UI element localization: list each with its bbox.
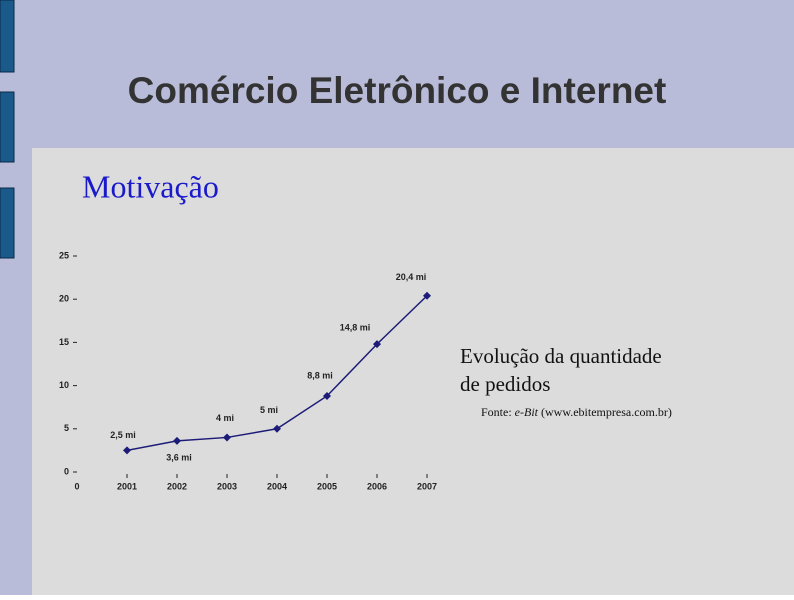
data-label: 2,5 mi [110,430,136,440]
side-bar [0,187,15,259]
x-tick-label: 2006 [367,481,387,491]
slide-title: Comércio Eletrônico e Internet [128,70,667,111]
y-tick-label: 15 [59,337,69,347]
y-tick-label: 10 [59,380,69,390]
source-text: (www.ebitempresa.com.br) [538,405,672,419]
point [373,340,381,349]
point [223,433,231,442]
y-tick-label: 5 [64,423,69,433]
side-bar [0,0,15,73]
content-area [32,148,794,595]
x-tick-label: 2004 [267,481,287,491]
x-tick-label: 2001 [117,481,137,491]
x-tick-label: 2005 [317,481,337,491]
point [423,291,431,300]
y-tick-label: 0 [64,466,69,476]
point [323,391,331,400]
data-label: 20,4 mi [396,272,427,282]
point [173,436,181,445]
subtitle: Motivação [82,168,219,204]
y-tick-label: 25 [59,250,69,260]
x-tick-label: 2002 [167,481,187,491]
point [273,424,281,433]
caption: de pedidos [460,372,550,396]
x-tick-label: 0 [74,481,79,491]
point [123,446,131,455]
x-tick-label: 2003 [217,481,237,491]
data-label: 14,8 mi [340,323,371,333]
side-bar [0,91,15,163]
source: Fonte: e-Bit (www.ebitempresa.com.br) [481,405,672,419]
data-label: 3,6 mi [166,452,192,462]
data-label: 8,8 mi [307,370,333,380]
caption: Evolução da quantidade [460,344,662,368]
data-label: 4 mi [216,413,234,423]
source-text: e-Bit [515,405,539,419]
chart: 0 5 10 15 20 25 0 2001 2002 2003 2004 2005 2006 2007 2… [59,250,437,491]
source-text: Fonte: [481,405,515,419]
y-tick-label: 20 [59,294,69,304]
data-label: 5 mi [260,405,278,415]
x-tick-label: 2007 [417,481,437,491]
